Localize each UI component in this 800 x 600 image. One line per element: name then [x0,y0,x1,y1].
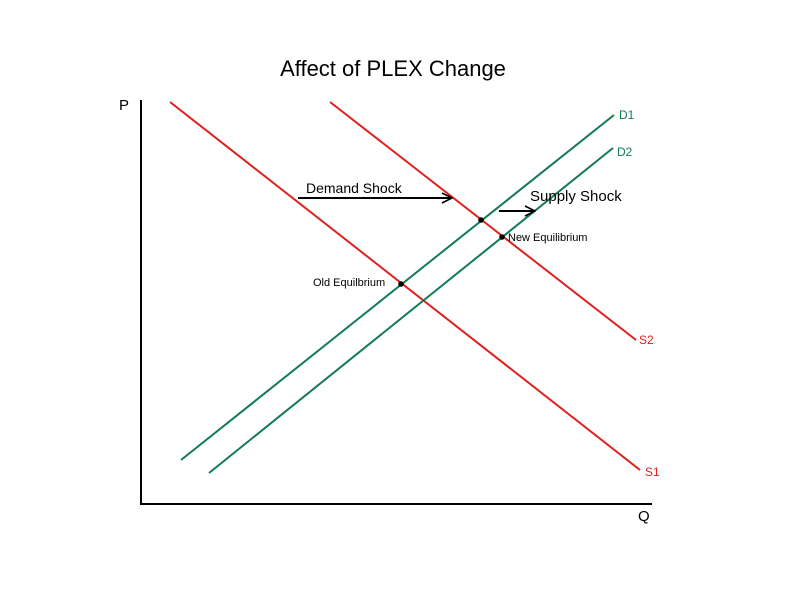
new-equilibrium-label: New Equilibrium [508,232,588,244]
x-axis-label: Q [638,508,650,525]
old-equilibrium-point [398,281,404,287]
intermediate-equilibrium-point [478,217,484,223]
label-s1: S1 [645,465,660,479]
old-equilibrium-label: Old Equilbrium [313,277,386,289]
curve-s1 [169,101,641,471]
new-equilibrium-point [499,234,505,240]
curve-d1 [180,114,615,461]
supply-shock-label: Supply Shock [530,188,622,205]
label-d2: D2 [617,145,633,159]
demand-shock-label: Demand Shock [306,180,402,196]
y-axis-label: P [119,97,130,114]
curve-d2 [208,147,614,474]
label-s2: S2 [639,333,654,347]
chart-title: Affect of PLEX Change [280,56,506,81]
label-d1: D1 [619,108,635,122]
